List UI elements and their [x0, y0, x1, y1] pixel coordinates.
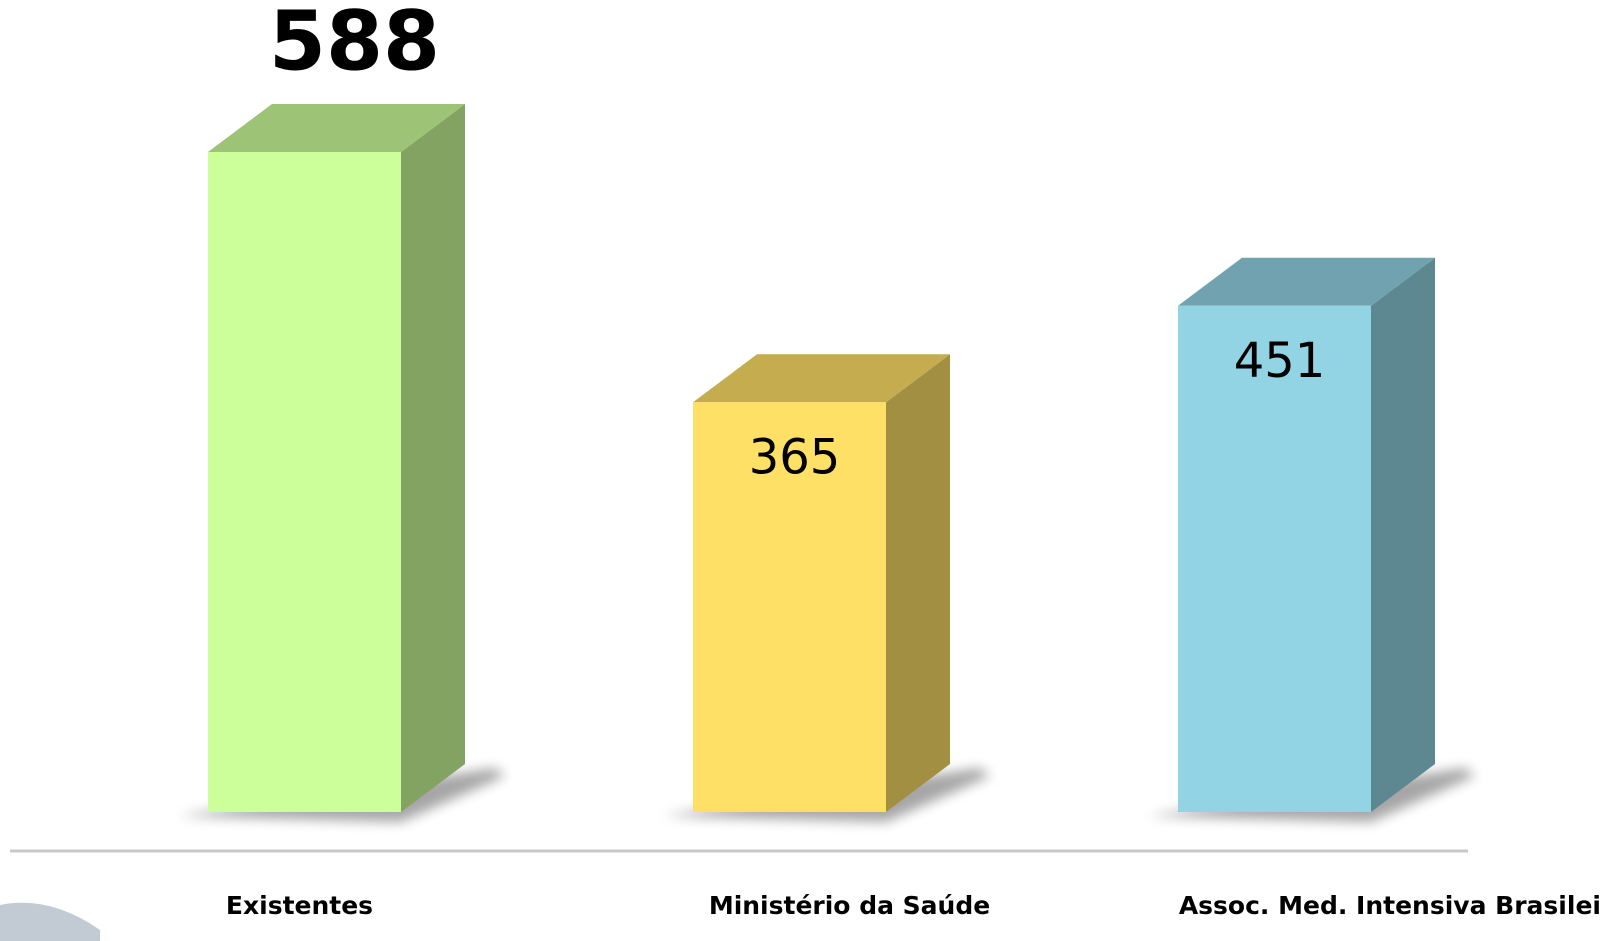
x-tick-label: Ministério da Saúde: [709, 891, 990, 920]
bar-top: [208, 104, 465, 152]
bar-side: [886, 354, 950, 812]
x-tick-label: Existentes: [226, 891, 373, 920]
value-label: 588: [269, 0, 440, 89]
x-tick-label: Assoc. Med. Intensiva Brasileira: [1179, 891, 1602, 920]
bar-top: [693, 354, 950, 403]
decoration: [0, 902, 100, 941]
bar-side: [1371, 257, 1435, 812]
bar-side: [401, 104, 465, 812]
value-label: 451: [1234, 333, 1326, 389]
bar: [693, 402, 886, 812]
bar: [1178, 305, 1371, 812]
value-label: 365: [749, 429, 841, 485]
bar: [208, 152, 401, 812]
bar-top: [1178, 257, 1435, 306]
